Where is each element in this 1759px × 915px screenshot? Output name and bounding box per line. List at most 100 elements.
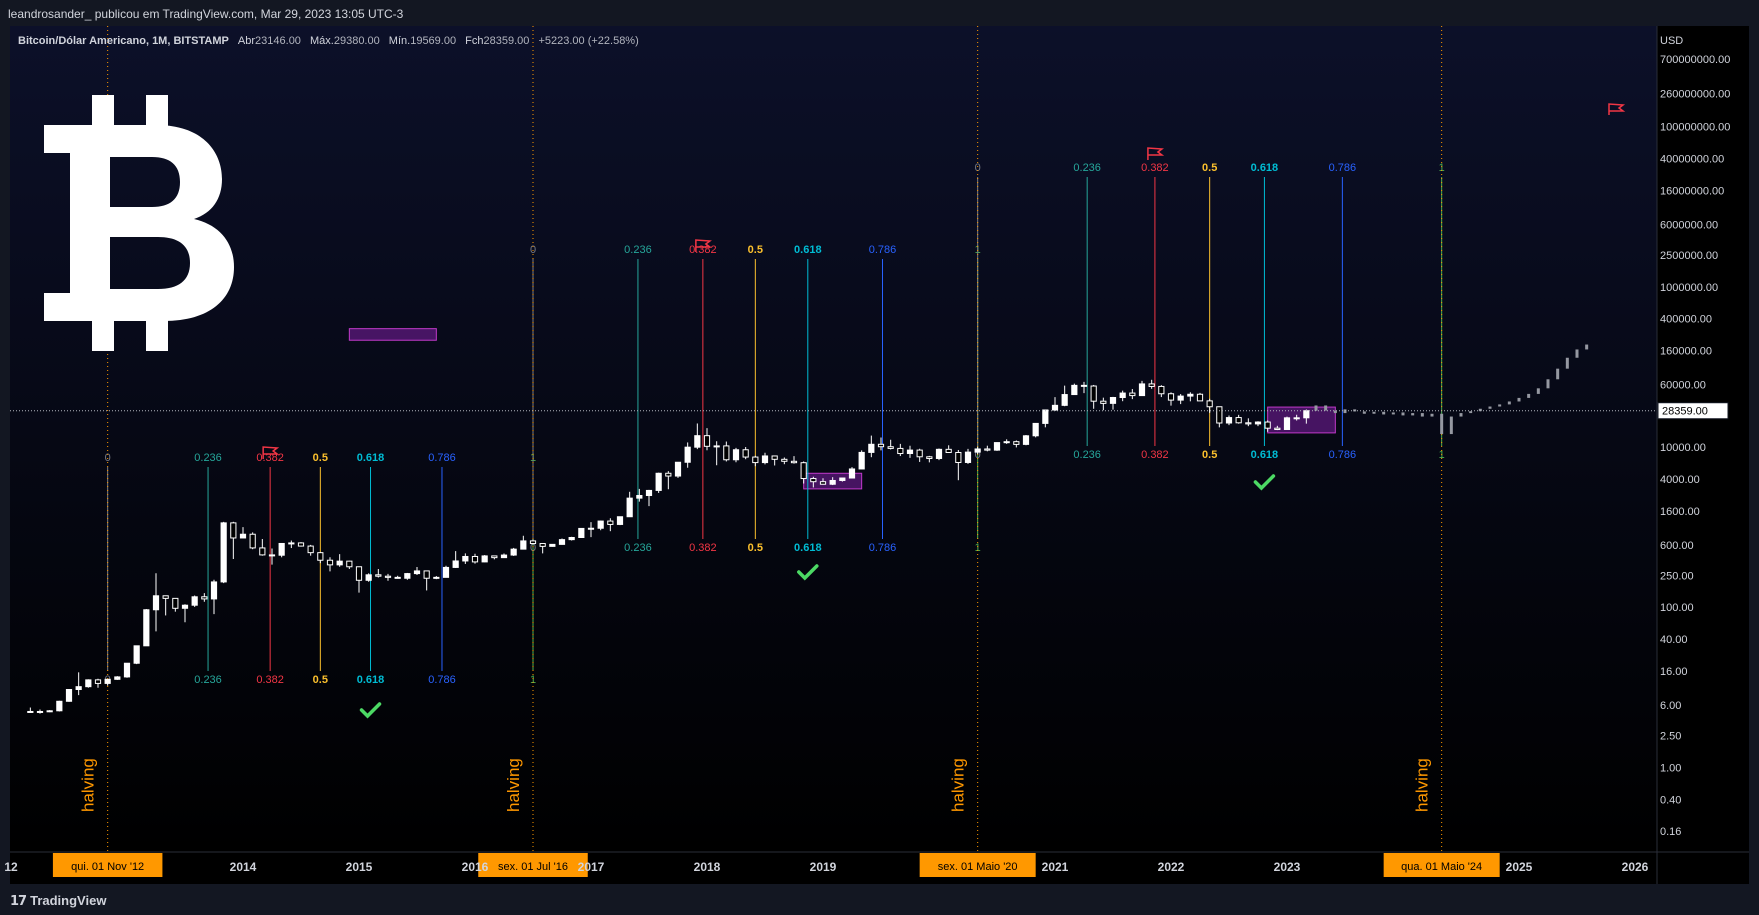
projection-bar: [1469, 411, 1473, 414]
candle-body: [1080, 384, 1088, 387]
candle-body: [906, 449, 914, 455]
candle-body: [858, 451, 865, 470]
fib-level-label-top: 0: [975, 162, 981, 174]
tradingview-logo-icon: 17: [10, 894, 27, 909]
candle-body: [317, 552, 324, 561]
time-tick-label: 2015: [346, 860, 373, 874]
tradingview-logo[interactable]: 17 TradingView: [10, 893, 106, 909]
fib-level-label-top: 0.236: [1073, 162, 1101, 174]
fib-level-label-bottom: 0.382: [689, 542, 717, 554]
check-icon: [359, 702, 382, 719]
price-tick-label: 400000.00: [1660, 314, 1712, 326]
candle-body: [926, 456, 933, 459]
projection-bar: [1382, 411, 1386, 415]
halving-lines: halving qui. 01 Nov '12 halving sex. 01 Jul…: [52, 26, 1500, 877]
halving-date-badge: [1383, 853, 1500, 877]
price-tick-label: 0.40: [1660, 794, 1681, 806]
fib-level-label-top: 0.382: [1141, 162, 1169, 174]
time-tick-label: 2023: [1274, 860, 1301, 874]
candle-body: [1196, 393, 1204, 402]
high-label: Máx.: [310, 35, 334, 47]
candle-body: [75, 686, 82, 691]
candle-body: [684, 446, 691, 463]
candle-body: [1254, 421, 1262, 425]
high-value: 29380.00: [333, 35, 380, 47]
candle-body: [268, 554, 276, 557]
time-tick-label: 12: [4, 860, 18, 874]
candle-body: [172, 597, 179, 609]
candle-body: [201, 596, 208, 600]
candle-body: [587, 527, 595, 530]
fib-level-label-top: 0.236: [624, 244, 652, 256]
halving-label: halving: [949, 758, 968, 812]
candle-body: [220, 522, 227, 583]
candle-body: [1206, 400, 1213, 408]
open-value: 23146.00: [255, 35, 301, 47]
peak-flag-icon: [695, 239, 713, 252]
projection-bar: [1440, 413, 1444, 435]
candle-body: [404, 573, 411, 579]
candle-body: [1022, 435, 1030, 445]
candle-body: [346, 560, 353, 568]
candle-body: [665, 472, 672, 477]
candle-body: [181, 604, 189, 609]
projection-bar: [1420, 413, 1424, 417]
candle-body: [56, 700, 63, 712]
candle-body: [210, 581, 218, 600]
fib-level-label-bottom: 0.618: [357, 674, 385, 686]
purple-zone-box: [348, 328, 437, 341]
candle-body: [558, 539, 566, 545]
candle-body: [752, 456, 759, 464]
fib-level-label-bottom: 0.618: [1251, 449, 1279, 461]
candle-body: [887, 446, 894, 449]
projection-bar: [1324, 405, 1328, 411]
halving-label: halving: [1413, 758, 1432, 812]
candle-body: [955, 451, 962, 463]
price-tick-label: 600.00: [1660, 540, 1694, 552]
candle-body: [1245, 422, 1252, 425]
candle-body: [1032, 422, 1039, 437]
fib-level-label-top: 0.236: [194, 452, 222, 464]
candle-body: [481, 555, 488, 563]
candle-body: [578, 527, 585, 539]
candle-body: [1090, 385, 1097, 402]
price-tick-label: 1600.00: [1660, 506, 1700, 518]
candle-body: [365, 574, 372, 581]
candle-body: [1303, 410, 1310, 419]
price-axis[interactable]: 700000000.00 260000000.00 100000000.00 4000…: [10, 35, 1730, 838]
fib-level-label-top: 0.786: [1329, 162, 1357, 174]
price-tick-label: 260000000.00: [1660, 88, 1730, 100]
price-tick-label: 160000.00: [1660, 346, 1712, 358]
candle-body: [1177, 395, 1184, 401]
price-axis-currency: USD: [1660, 35, 1683, 47]
candle-body: [636, 495, 643, 499]
time-axis[interactable]: 12 2014 2015 2016 2017 2018 2019 2021 2022 2023 20…: [4, 860, 1648, 874]
candle-body: [1283, 417, 1291, 430]
annotations: [262, 103, 1626, 719]
price-tick-label: 60000.00: [1660, 380, 1706, 392]
fib-level-label-bottom: 0.382: [256, 674, 284, 686]
fib-time-zones: 0 0 0.236 0.236 0.382 0.382 0.5 0.5 0.618 0.618 0.…: [105, 162, 1445, 686]
candle-body: [1216, 406, 1223, 424]
peak-flag-icon: [262, 446, 280, 459]
fib-level-label-top: 1: [1439, 162, 1445, 174]
halving-label: halving: [79, 758, 98, 812]
candle-body: [27, 710, 34, 713]
candle-body: [694, 435, 701, 448]
halving-date-badge: [478, 853, 588, 877]
projection-bar: [1333, 410, 1337, 414]
candle-body: [781, 458, 788, 462]
fib-level-label-top: 0.618: [794, 244, 822, 256]
fib-level-label-top: 0.786: [869, 244, 897, 256]
candle-body: [732, 449, 740, 461]
candles: [27, 379, 1310, 714]
candle-body: [452, 560, 459, 568]
fib-level-label-bottom: 0.236: [194, 674, 222, 686]
candle-body: [945, 448, 952, 453]
last-price-badge: [1657, 402, 1729, 420]
candle-body: [36, 710, 44, 713]
candle-body: [123, 662, 131, 678]
time-tick-label: 2016: [462, 860, 489, 874]
projection-bar: [1507, 401, 1511, 405]
